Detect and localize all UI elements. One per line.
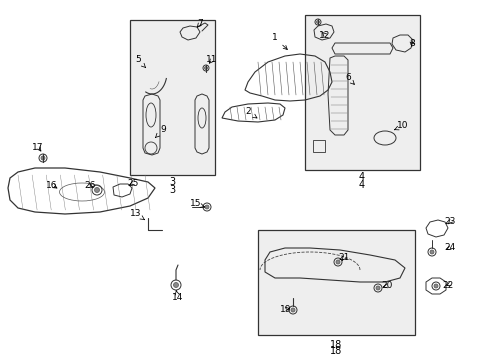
Text: 18: 18	[329, 346, 342, 356]
Circle shape	[204, 67, 207, 69]
Text: 23: 23	[444, 217, 455, 226]
Text: 11: 11	[206, 55, 217, 64]
Text: 26: 26	[84, 181, 96, 190]
Text: 18: 18	[329, 340, 342, 350]
Circle shape	[173, 283, 178, 288]
Circle shape	[204, 205, 208, 209]
Text: 13: 13	[130, 210, 144, 220]
Circle shape	[94, 188, 99, 193]
Bar	[258, 230, 414, 335]
Text: 15: 15	[190, 199, 204, 208]
Text: 7: 7	[197, 19, 203, 28]
Text: 4: 4	[358, 172, 365, 182]
Circle shape	[429, 250, 433, 254]
Text: 17: 17	[32, 143, 43, 152]
Text: 2: 2	[244, 108, 257, 118]
Text: 14: 14	[172, 291, 183, 302]
Text: 3: 3	[168, 185, 175, 195]
Text: 24: 24	[444, 243, 455, 252]
Text: 10: 10	[394, 122, 408, 130]
Text: 5: 5	[135, 55, 145, 68]
Text: 19: 19	[280, 305, 291, 314]
Text: 25: 25	[127, 179, 139, 188]
Text: 12: 12	[319, 31, 330, 40]
Circle shape	[41, 156, 45, 160]
Text: 22: 22	[442, 280, 453, 289]
Bar	[130, 20, 215, 175]
Text: 1: 1	[271, 33, 287, 50]
Text: 4: 4	[358, 180, 365, 190]
Text: 16: 16	[46, 180, 58, 189]
Bar	[305, 15, 419, 170]
Circle shape	[433, 284, 437, 288]
Circle shape	[375, 286, 379, 290]
Text: 21: 21	[338, 253, 349, 262]
Text: 6: 6	[345, 73, 354, 84]
Circle shape	[290, 308, 294, 312]
Text: 20: 20	[381, 282, 392, 291]
Text: 8: 8	[408, 40, 414, 49]
Text: 9: 9	[155, 126, 165, 138]
Circle shape	[335, 260, 339, 264]
Circle shape	[316, 21, 319, 23]
Text: 3: 3	[168, 177, 175, 187]
